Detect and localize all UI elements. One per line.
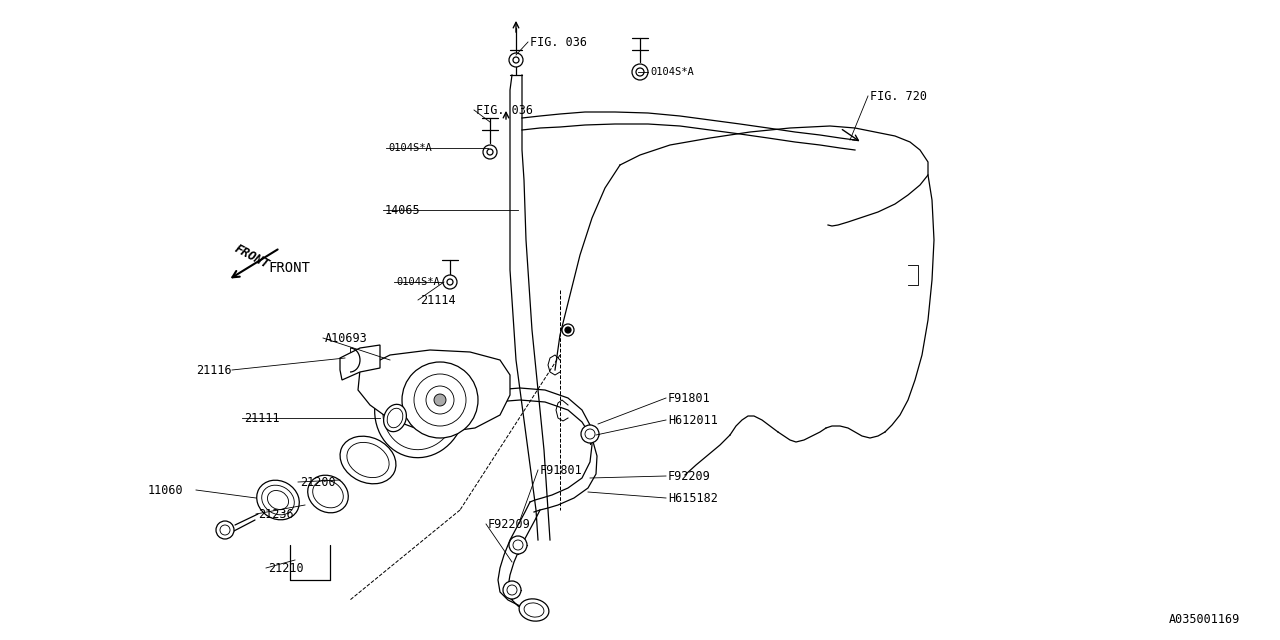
- Ellipse shape: [340, 436, 396, 484]
- Ellipse shape: [257, 480, 300, 520]
- Ellipse shape: [347, 442, 389, 477]
- Circle shape: [426, 386, 454, 414]
- Circle shape: [434, 394, 445, 406]
- Polygon shape: [358, 350, 509, 432]
- Text: H612011: H612011: [668, 413, 718, 426]
- Circle shape: [507, 585, 517, 595]
- Circle shape: [486, 149, 493, 155]
- Text: 21111: 21111: [244, 412, 279, 424]
- Circle shape: [447, 279, 453, 285]
- Ellipse shape: [520, 599, 549, 621]
- Ellipse shape: [383, 366, 457, 450]
- Circle shape: [632, 64, 648, 80]
- Text: FIG. 036: FIG. 036: [530, 35, 588, 49]
- Circle shape: [636, 68, 644, 76]
- Text: 0104S*A: 0104S*A: [650, 67, 694, 77]
- Text: 0104S*A: 0104S*A: [388, 143, 431, 153]
- Circle shape: [402, 362, 477, 438]
- Text: F91801: F91801: [668, 392, 710, 404]
- Text: FIG. 720: FIG. 720: [870, 90, 927, 102]
- Ellipse shape: [524, 603, 544, 617]
- Polygon shape: [340, 345, 380, 380]
- Circle shape: [220, 525, 230, 535]
- Circle shape: [564, 327, 571, 333]
- Circle shape: [509, 536, 527, 554]
- Ellipse shape: [307, 476, 348, 513]
- Circle shape: [513, 540, 524, 550]
- Circle shape: [443, 275, 457, 289]
- Text: FIG. 036: FIG. 036: [476, 104, 532, 116]
- Text: F92209: F92209: [488, 518, 531, 531]
- Circle shape: [509, 53, 524, 67]
- Text: A035001169: A035001169: [1169, 613, 1240, 626]
- Text: FRONT: FRONT: [268, 261, 310, 275]
- Text: H615182: H615182: [668, 492, 718, 504]
- Text: FRONT: FRONT: [233, 243, 271, 271]
- Text: A10693: A10693: [325, 332, 367, 344]
- Circle shape: [216, 521, 234, 539]
- Circle shape: [562, 324, 573, 336]
- Circle shape: [483, 145, 497, 159]
- Circle shape: [503, 581, 521, 599]
- Text: F92209: F92209: [668, 470, 710, 483]
- Circle shape: [581, 425, 599, 443]
- Text: 21114: 21114: [420, 294, 456, 307]
- Ellipse shape: [375, 358, 466, 458]
- Text: 11060: 11060: [148, 483, 183, 497]
- Text: 21236: 21236: [259, 508, 293, 520]
- Ellipse shape: [312, 480, 343, 508]
- Circle shape: [413, 374, 466, 426]
- Circle shape: [585, 429, 595, 439]
- Text: 0104S*A: 0104S*A: [396, 277, 440, 287]
- Text: 21210: 21210: [268, 561, 303, 575]
- Text: 21200: 21200: [300, 476, 335, 488]
- Circle shape: [513, 57, 518, 63]
- Ellipse shape: [387, 408, 403, 428]
- Ellipse shape: [268, 490, 288, 509]
- Ellipse shape: [384, 404, 406, 432]
- Text: F91801: F91801: [540, 463, 582, 477]
- Ellipse shape: [261, 485, 294, 515]
- Text: 14065: 14065: [385, 204, 421, 216]
- Text: 21116: 21116: [196, 364, 232, 376]
